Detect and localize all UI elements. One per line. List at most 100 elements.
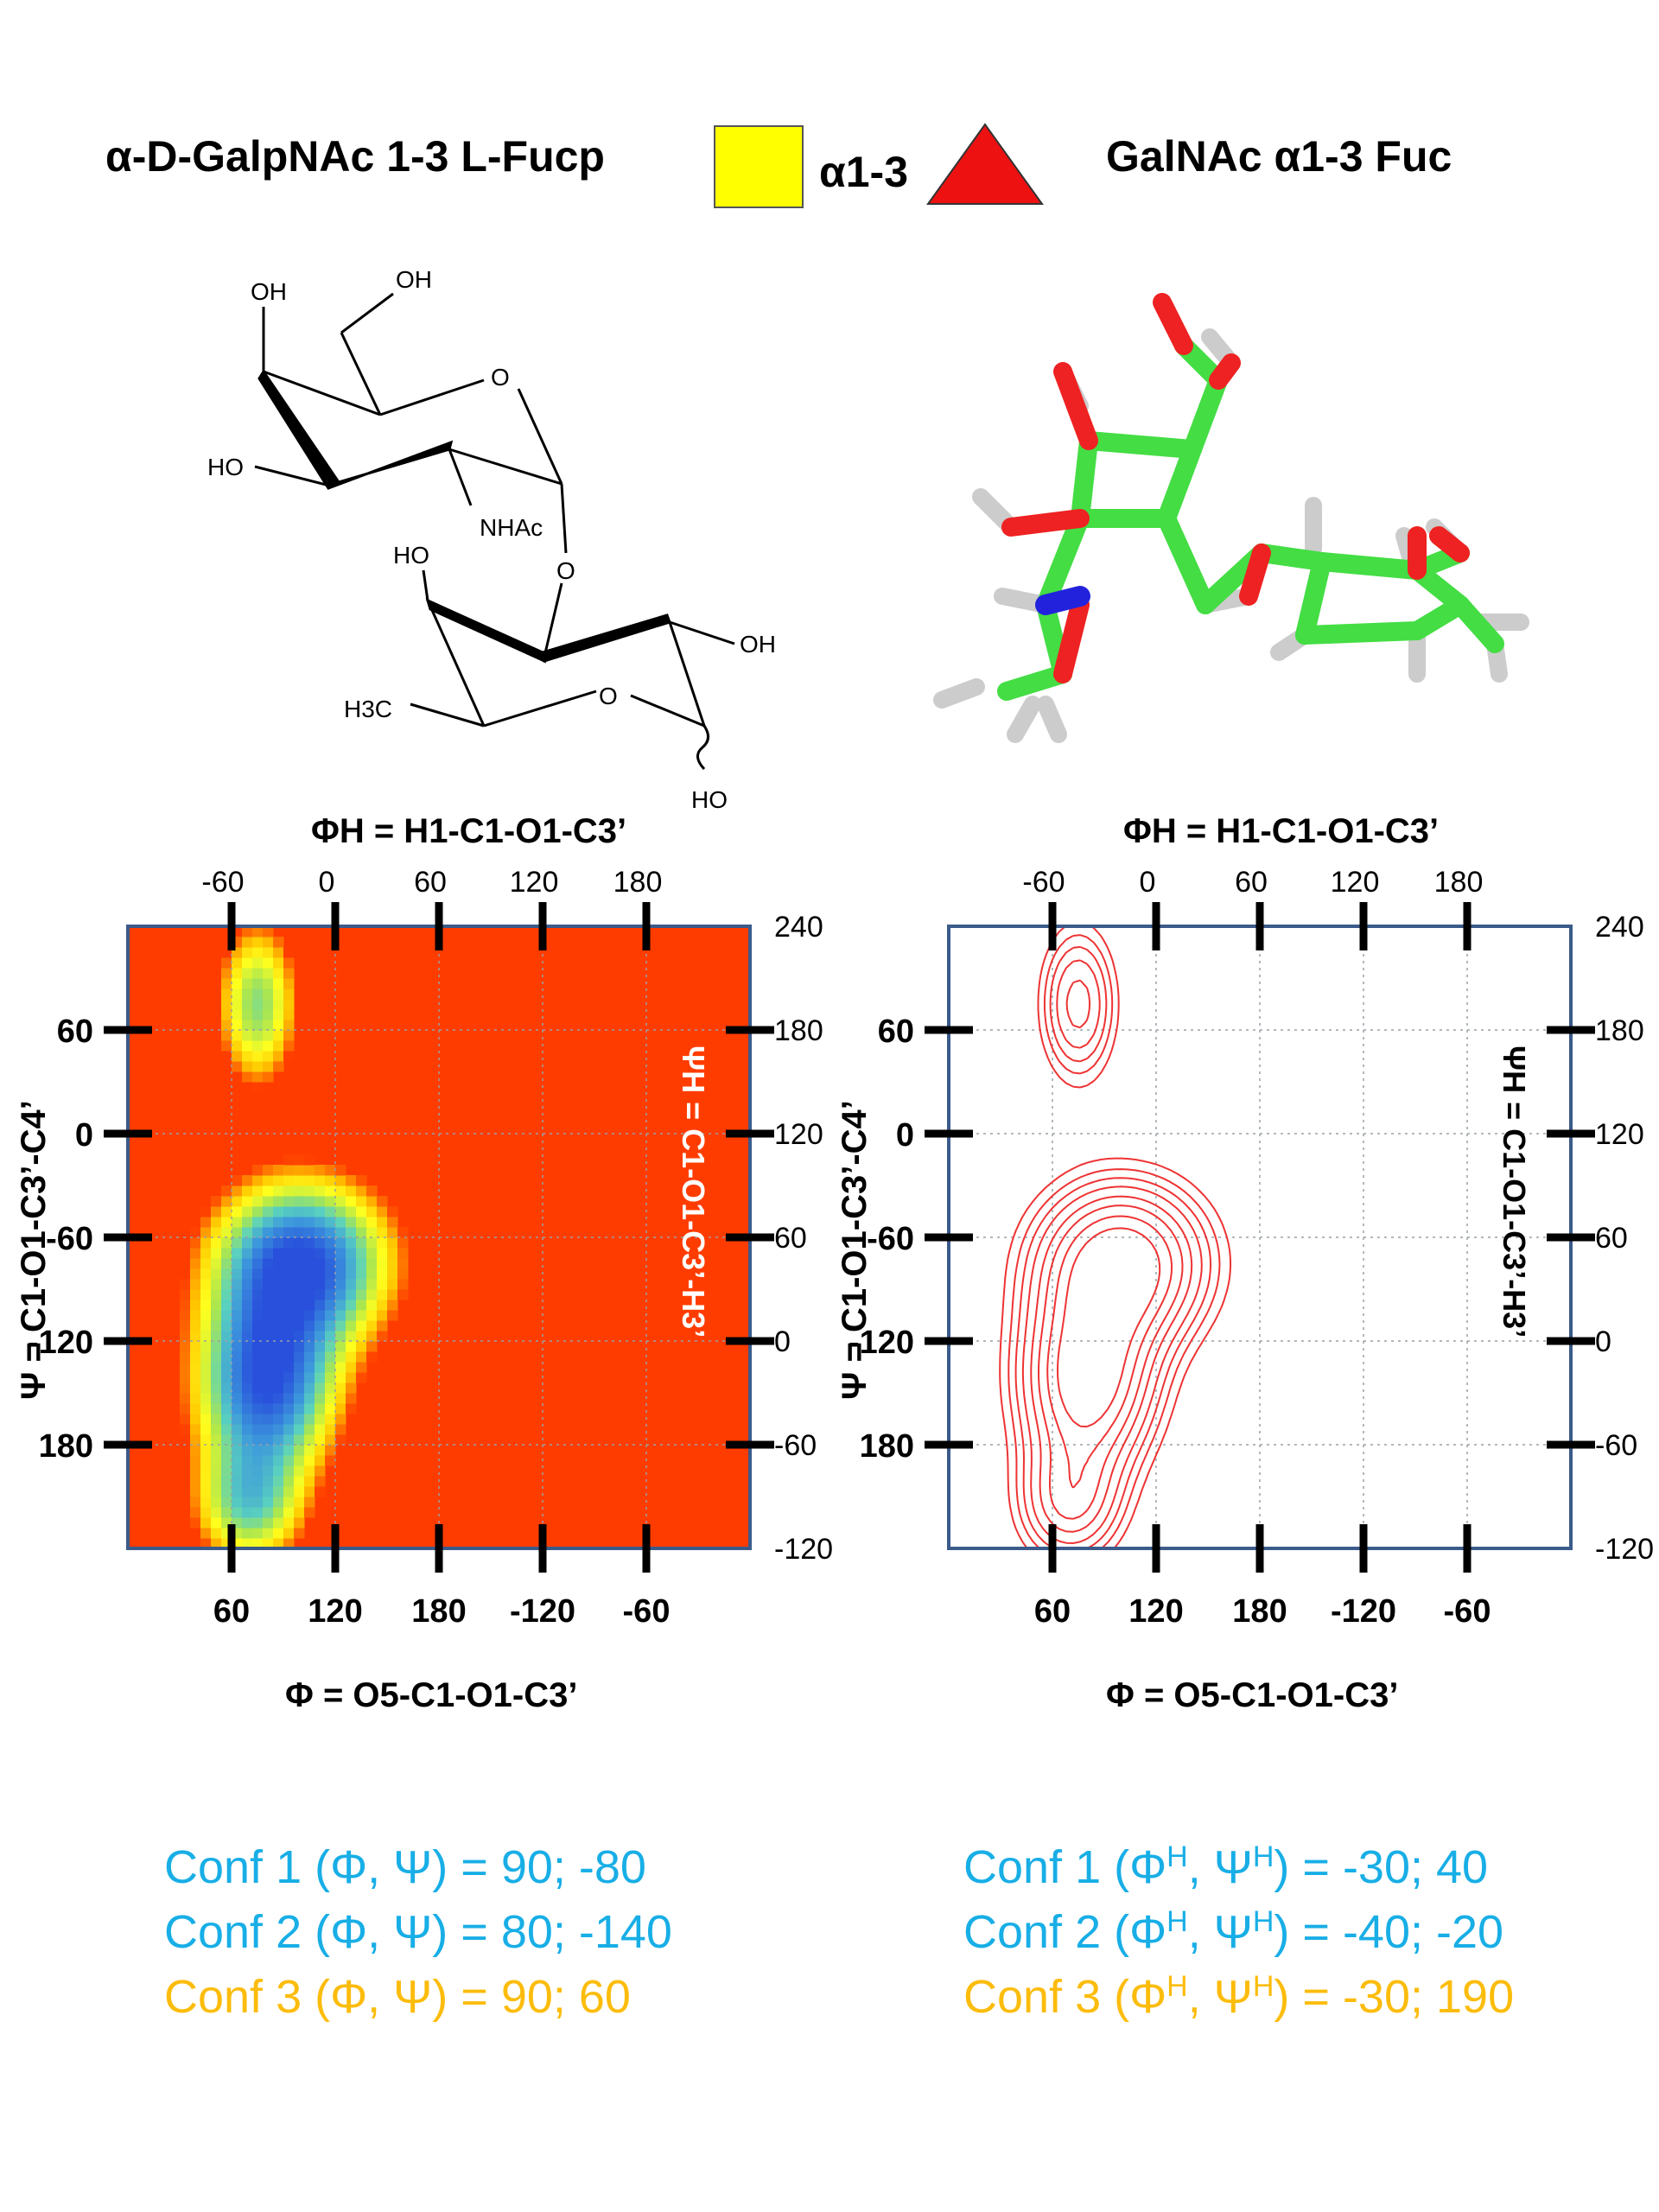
heatmap-cell (200, 1538, 212, 1549)
heatmap-cell (252, 1040, 264, 1052)
heatmap-cell (335, 1196, 346, 1207)
heatmap-cell (304, 1403, 315, 1414)
heatmap-cell (356, 1320, 367, 1332)
chemical-structure (254, 292, 735, 771)
heatmap-cell (335, 1175, 346, 1186)
heatmap-cell (252, 1082, 264, 1093)
heatmap-cell (211, 1217, 222, 1228)
heatmap-cell (283, 1154, 295, 1166)
heatmap-cell (263, 1030, 274, 1041)
heatmap-cell (283, 1248, 295, 1259)
heatmap-cell (325, 1310, 336, 1321)
heatmap-cell (263, 1424, 274, 1435)
heatmap-cell (315, 1279, 326, 1290)
heatmap-cell (335, 1393, 346, 1404)
heatmap-cell (294, 1248, 305, 1259)
heatmap-cell (221, 1434, 232, 1446)
heatmap-cell (221, 1051, 232, 1062)
heatmap-cell (180, 1320, 191, 1332)
heatmap-cell (283, 1341, 295, 1352)
heatmap-cell (283, 1300, 295, 1311)
contour-level (1014, 945, 1212, 1549)
heatmap-cell (356, 1217, 367, 1228)
heatmap-cell (315, 1237, 326, 1249)
heatmap-cell (211, 1227, 222, 1238)
heatmap-cell (304, 1206, 315, 1217)
heatmap-cell (242, 1372, 253, 1383)
heatmap-cell (315, 1289, 326, 1300)
heatmap-cell (252, 968, 264, 979)
heatmap-cell (232, 1382, 243, 1394)
left-tick-label: 0 (75, 1117, 93, 1154)
heatmap-cell (263, 926, 274, 938)
heatmap-cell (273, 1486, 284, 1497)
heatmap-cell (252, 1362, 264, 1373)
heatmap-cell (252, 1300, 264, 1311)
heatmap-cell (346, 1382, 357, 1394)
heatmap-cell (294, 1217, 305, 1228)
heatmap-cell (190, 1289, 201, 1300)
heatmap-cell (335, 1258, 346, 1269)
heatmap-cell (335, 1382, 346, 1394)
heatmap-cell (294, 1258, 305, 1269)
heatmap-cell (366, 1248, 378, 1259)
heatmap-cell (335, 1320, 346, 1332)
heatmap-cell (252, 926, 264, 938)
heatmap-cell (356, 1362, 367, 1373)
heatmap-cell (252, 1248, 264, 1259)
heatmap-cell (346, 1279, 357, 1290)
heatmap-cell (221, 1331, 232, 1342)
heatmap-cell (356, 1289, 367, 1300)
heatmap-cell (221, 999, 232, 1010)
heatmap-cell (263, 1393, 274, 1404)
heatmap-cell (263, 1009, 274, 1020)
heatmap-cell (242, 1289, 253, 1300)
heatmap-cell (242, 1300, 253, 1311)
heatmap-cell (242, 1051, 253, 1062)
bottom-tick-label: 60 (1034, 1593, 1071, 1630)
top-tick-label: -60 (201, 866, 244, 899)
heatmap-cell (304, 1341, 315, 1352)
heatmap-cell (232, 1445, 243, 1456)
heatmap-cell (180, 1331, 191, 1342)
heatmap-cell (211, 1538, 222, 1549)
heatmap-cell (335, 1362, 346, 1373)
heatmap-cell (200, 1414, 212, 1425)
heatmap-cell (283, 1465, 295, 1477)
heatmap-cell (242, 1497, 253, 1508)
heatmap-cell (283, 1445, 295, 1456)
heatmap-cell (366, 1310, 378, 1321)
heatmap-cell (221, 1279, 232, 1290)
bottom-tick-label: -60 (623, 1593, 671, 1630)
heatmap-cell (252, 1528, 264, 1539)
heatmap-cell (242, 1486, 253, 1497)
heatmap-cell (315, 1331, 326, 1342)
heatmap-cell (252, 1237, 264, 1249)
heatmap-cell (315, 1248, 326, 1259)
heatmap-cell (252, 1206, 264, 1217)
heatmap-cell (242, 1217, 253, 1228)
heatmap-cell (294, 1476, 305, 1487)
heatmap-cell (180, 1341, 191, 1352)
heatmap-cell (190, 1331, 201, 1342)
heatmap-cell (283, 1165, 295, 1176)
heatmap-cell (190, 1497, 201, 1508)
heatmap-cell (200, 1403, 212, 1414)
heatmap-cell (252, 1507, 264, 1518)
contour-level (1030, 979, 1193, 1533)
heatmap-cell (304, 1185, 315, 1197)
heatmap-cell (263, 957, 274, 969)
heatmap-cell (294, 1507, 305, 1518)
heatmap-cell (232, 1486, 243, 1497)
heatmap-cell (356, 1310, 367, 1321)
heatmap-cell (211, 1279, 222, 1290)
heatmap-cell (221, 1300, 232, 1311)
heatmap-cell (315, 1465, 326, 1477)
heatmap-cell (252, 1331, 264, 1342)
heatmap-cell (263, 1486, 274, 1497)
heatmap-cell (252, 1424, 264, 1435)
left-tick-label: 180 (39, 1428, 93, 1465)
heatmap-cell (180, 1362, 191, 1373)
heatmap-cell (273, 1393, 284, 1404)
heatmap-cell (283, 968, 295, 979)
